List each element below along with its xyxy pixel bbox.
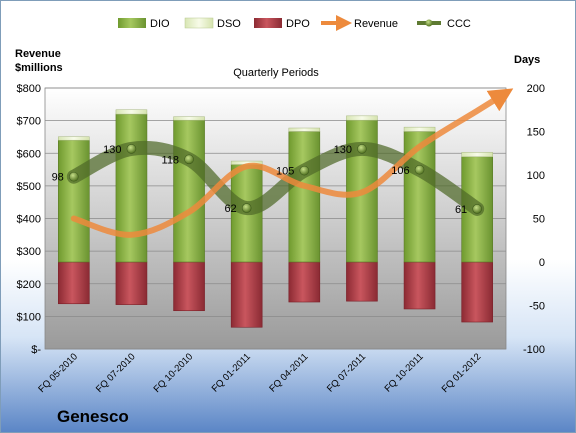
right-axis-tick-label: -100 xyxy=(523,344,545,356)
dpo-bar xyxy=(461,261,493,323)
dpo-bar xyxy=(173,261,205,312)
dso-bar xyxy=(461,152,493,157)
left-axis-tick-label: $- xyxy=(31,344,41,356)
chart-title: Quarterly Periods xyxy=(233,67,319,79)
right-axis-tick-label: 150 xyxy=(527,127,545,139)
left-axis-tick-label: $300 xyxy=(17,246,41,258)
legend-label-revenue: Revenue xyxy=(354,18,398,30)
dio-bar xyxy=(288,131,321,263)
left-axis-tick-label: $700 xyxy=(17,116,41,128)
dio-bar xyxy=(115,113,148,263)
x-axis-tick-label: FQ 05-2010 xyxy=(36,351,80,395)
ccc-data-label: 130 xyxy=(103,144,121,156)
dso-bar xyxy=(403,126,436,132)
revenue-line xyxy=(70,88,514,238)
legend-swatch-dpo xyxy=(254,18,282,28)
x-axis-tick-label: FQ 01-2011 xyxy=(210,351,253,394)
revenue-series xyxy=(70,88,514,238)
right-axis-label: Days xyxy=(514,54,540,66)
ccc-point xyxy=(299,165,310,176)
dpo-bar xyxy=(288,261,321,303)
dpo-bar xyxy=(115,261,148,305)
legend: DIO DSO DPO Revenue CCC xyxy=(118,15,471,31)
ccc-data-label: 118 xyxy=(162,154,180,166)
ccc-point xyxy=(241,203,252,213)
x-axis-tick-label: FQ 10-2011 xyxy=(383,351,426,394)
left-axis-label-line2: $millions xyxy=(15,62,63,74)
legend-swatch-ccc-dot xyxy=(425,19,433,27)
left-axis-tick-label: $200 xyxy=(17,279,41,291)
dpo-bars xyxy=(58,261,493,328)
x-axis-ticks: FQ 05-2010 FQ 07-2010 FQ 10-2010 FQ 01-2011… xyxy=(36,351,483,395)
right-axis-tick-label: 200 xyxy=(527,83,545,95)
dso-bar xyxy=(58,136,90,141)
ccc-data-label: 61 xyxy=(455,204,467,216)
dpo-bar xyxy=(230,261,263,328)
left-axis-ticks: $- $100 $200 $300 $400 $500 $600 $700 $800 xyxy=(17,83,42,356)
x-axis-tick-label: FQ 01-2012 xyxy=(440,351,484,395)
ccc-data-label: 62 xyxy=(224,203,236,215)
right-axis-ticks: -100 -50 0 50 100 150 200 xyxy=(523,83,545,356)
legend-label-dso: DSO xyxy=(217,18,241,30)
dio-bar xyxy=(58,139,90,263)
left-axis-tick-label: $800 xyxy=(17,83,41,95)
dio-bar xyxy=(403,131,436,263)
ccc-data-labels: 98 130 118 62 105 130 106 61 xyxy=(52,144,468,216)
left-axis-tick-label: $100 xyxy=(17,311,41,323)
x-axis-tick-label: FQ 10-2010 xyxy=(152,351,196,395)
ccc-point xyxy=(184,154,194,165)
ccc-point xyxy=(69,171,79,182)
left-axis-tick-label: $500 xyxy=(17,181,41,193)
right-axis-tick-label: 100 xyxy=(527,170,545,182)
ccc-data-label: 98 xyxy=(52,172,64,184)
dpo-bar xyxy=(403,261,436,310)
ccc-point xyxy=(126,144,137,154)
ccc-data-label: 105 xyxy=(276,166,294,178)
ccc-data-label: 130 xyxy=(334,144,352,156)
ccc-series xyxy=(66,140,485,216)
left-axis-tick-label: $400 xyxy=(17,214,41,226)
ccc-point xyxy=(414,164,425,175)
ccc-point xyxy=(472,204,482,214)
company-name: Genesco xyxy=(57,407,129,426)
ccc-point xyxy=(357,144,367,154)
dso-bar xyxy=(173,116,205,121)
x-axis-tick-label: FQ 07-2010 xyxy=(94,351,138,395)
dpo-bar xyxy=(58,261,90,305)
dpo-bar xyxy=(346,261,378,302)
legend-swatch-dio xyxy=(118,18,146,28)
dio-bar xyxy=(173,119,205,263)
right-axis-tick-label: -50 xyxy=(529,301,545,313)
dso-bars xyxy=(58,109,493,165)
right-axis-tick-label: 50 xyxy=(533,214,545,226)
dso-bar xyxy=(288,127,321,132)
x-axis-tick-label: FQ 07-2011 xyxy=(325,351,368,394)
legend-label-dio: DIO xyxy=(150,18,170,30)
legend-label-dpo: DPO xyxy=(286,18,310,30)
ccc-data-label: 106 xyxy=(391,165,409,177)
legend-label-ccc: CCC xyxy=(447,18,471,30)
left-axis-tick-label: $600 xyxy=(17,148,41,160)
left-axis-label-line1: Revenue xyxy=(15,48,61,60)
legend-swatch-dso xyxy=(184,17,214,29)
dso-bar xyxy=(346,115,378,121)
x-axis-tick-label: FQ 04-2011 xyxy=(267,351,310,394)
right-axis-tick-label: 0 xyxy=(539,257,545,269)
dso-bar xyxy=(115,109,148,115)
